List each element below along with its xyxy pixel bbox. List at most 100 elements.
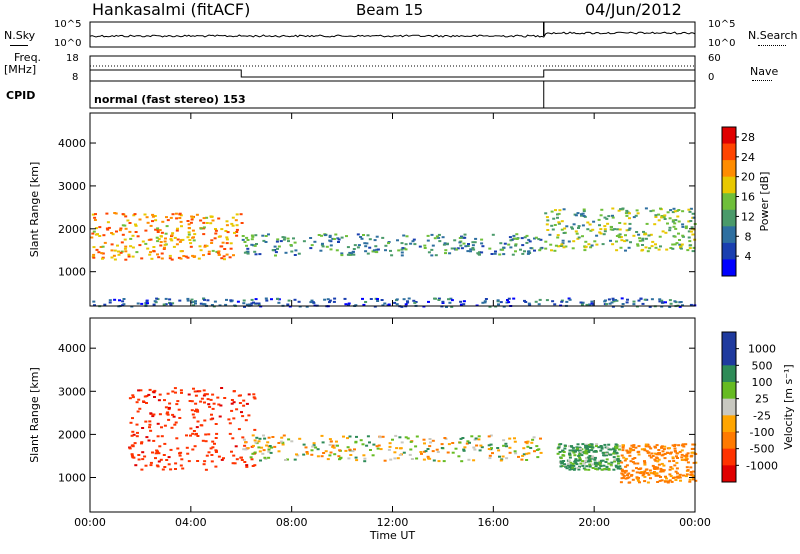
velocity-cell	[230, 409, 234, 412]
velocity-cell	[678, 475, 681, 478]
power-cell	[688, 247, 692, 250]
power-cell	[603, 230, 607, 233]
power-cell	[369, 298, 373, 300]
power-cell	[226, 231, 230, 234]
velocity-cell	[187, 393, 191, 396]
velocity-cell	[575, 449, 579, 452]
velocity-cell	[194, 402, 198, 405]
power-cell	[671, 219, 675, 222]
velocity-cell	[355, 459, 359, 462]
power-cell	[286, 303, 290, 306]
power-cell	[121, 224, 125, 227]
nave-legend-line	[752, 80, 772, 81]
power-cell	[290, 250, 294, 253]
power-cell	[127, 255, 131, 258]
velocity-cell	[189, 434, 192, 437]
power-cell	[595, 234, 599, 237]
power-colorbar-label: Power [dB]	[758, 172, 771, 232]
velocity-cell	[669, 475, 673, 477]
velocity-cell	[361, 443, 365, 446]
velocity-cell	[201, 439, 205, 442]
power-cell	[678, 305, 682, 308]
power-cell	[481, 245, 485, 248]
velocity-cell	[643, 449, 647, 452]
power-cell	[366, 234, 370, 237]
power-cell	[293, 298, 297, 301]
power-cell	[668, 299, 672, 302]
power-cell	[527, 238, 531, 241]
power-cell	[203, 245, 207, 248]
power-cell	[681, 225, 685, 228]
power-cell	[347, 302, 351, 305]
velocity-cell	[155, 449, 159, 452]
velocity-cell	[505, 457, 509, 460]
velocity-cell	[244, 441, 247, 444]
velocity-cell	[277, 442, 281, 444]
velocity-cell	[620, 461, 624, 464]
power-cell	[471, 247, 475, 249]
power-cell	[636, 243, 640, 246]
power-cell	[224, 230, 228, 232]
power-cell	[673, 210, 677, 213]
velocity-cell	[637, 453, 641, 456]
power-cell	[373, 239, 377, 242]
velocity-cell	[676, 472, 679, 475]
velocity-cell	[591, 467, 595, 469]
velocity-cell	[692, 478, 695, 481]
power-cell	[254, 298, 258, 301]
power-cell	[242, 299, 246, 302]
velocity-cell	[666, 452, 670, 454]
velocity-cell	[231, 437, 235, 440]
power-cell	[445, 306, 448, 308]
velocity-cell	[653, 473, 657, 476]
power-cell	[187, 223, 191, 226]
velocity-cell	[663, 457, 667, 460]
velocity-cell	[165, 459, 169, 461]
power-cell	[619, 246, 623, 249]
power-ylabel: Slant Range [km]	[28, 162, 41, 258]
power-cell	[328, 299, 332, 302]
velocity-cell	[172, 415, 176, 418]
power-colorbar-tick-label: 4	[745, 250, 752, 263]
power-cell	[328, 236, 332, 238]
power-cell	[387, 303, 391, 306]
power-cell	[99, 246, 103, 248]
power-cell	[164, 297, 168, 300]
velocity-cell	[625, 477, 629, 480]
power-cell	[205, 244, 209, 247]
power-cell	[599, 214, 603, 217]
velocity-cell	[621, 444, 625, 447]
velocity-cell	[653, 452, 657, 455]
velocity-cell	[563, 444, 567, 447]
power-cell	[625, 239, 629, 242]
velocity-cell	[673, 443, 677, 446]
power-cell	[481, 301, 485, 304]
velocity-cell	[454, 447, 458, 450]
velocity-cell	[185, 434, 188, 437]
velocity-cell	[609, 448, 613, 451]
power-cell	[674, 227, 678, 230]
power-cell	[381, 304, 385, 307]
velocity-cell	[311, 445, 315, 448]
velocity-cell	[675, 467, 679, 470]
velocity-cell	[628, 447, 632, 450]
power-cell	[437, 236, 441, 239]
power-cell	[192, 301, 196, 303]
velocity-cell	[662, 469, 666, 472]
power-cell	[609, 225, 613, 228]
power-cell	[220, 257, 224, 260]
velocity-cell	[263, 456, 267, 459]
velocity-cell	[590, 455, 594, 458]
power-cell	[618, 228, 622, 231]
power-cell	[186, 236, 190, 239]
velocity-cell	[513, 440, 517, 443]
power-cell	[294, 249, 298, 252]
power-cell	[402, 298, 406, 301]
velocity-cell	[607, 468, 611, 471]
cpid-label: CPID	[6, 89, 36, 102]
velocity-cell	[235, 408, 239, 411]
velocity-cell	[157, 399, 161, 402]
power-cell	[146, 247, 150, 250]
velocity-cell	[263, 437, 267, 440]
velocity-cell	[171, 390, 175, 393]
